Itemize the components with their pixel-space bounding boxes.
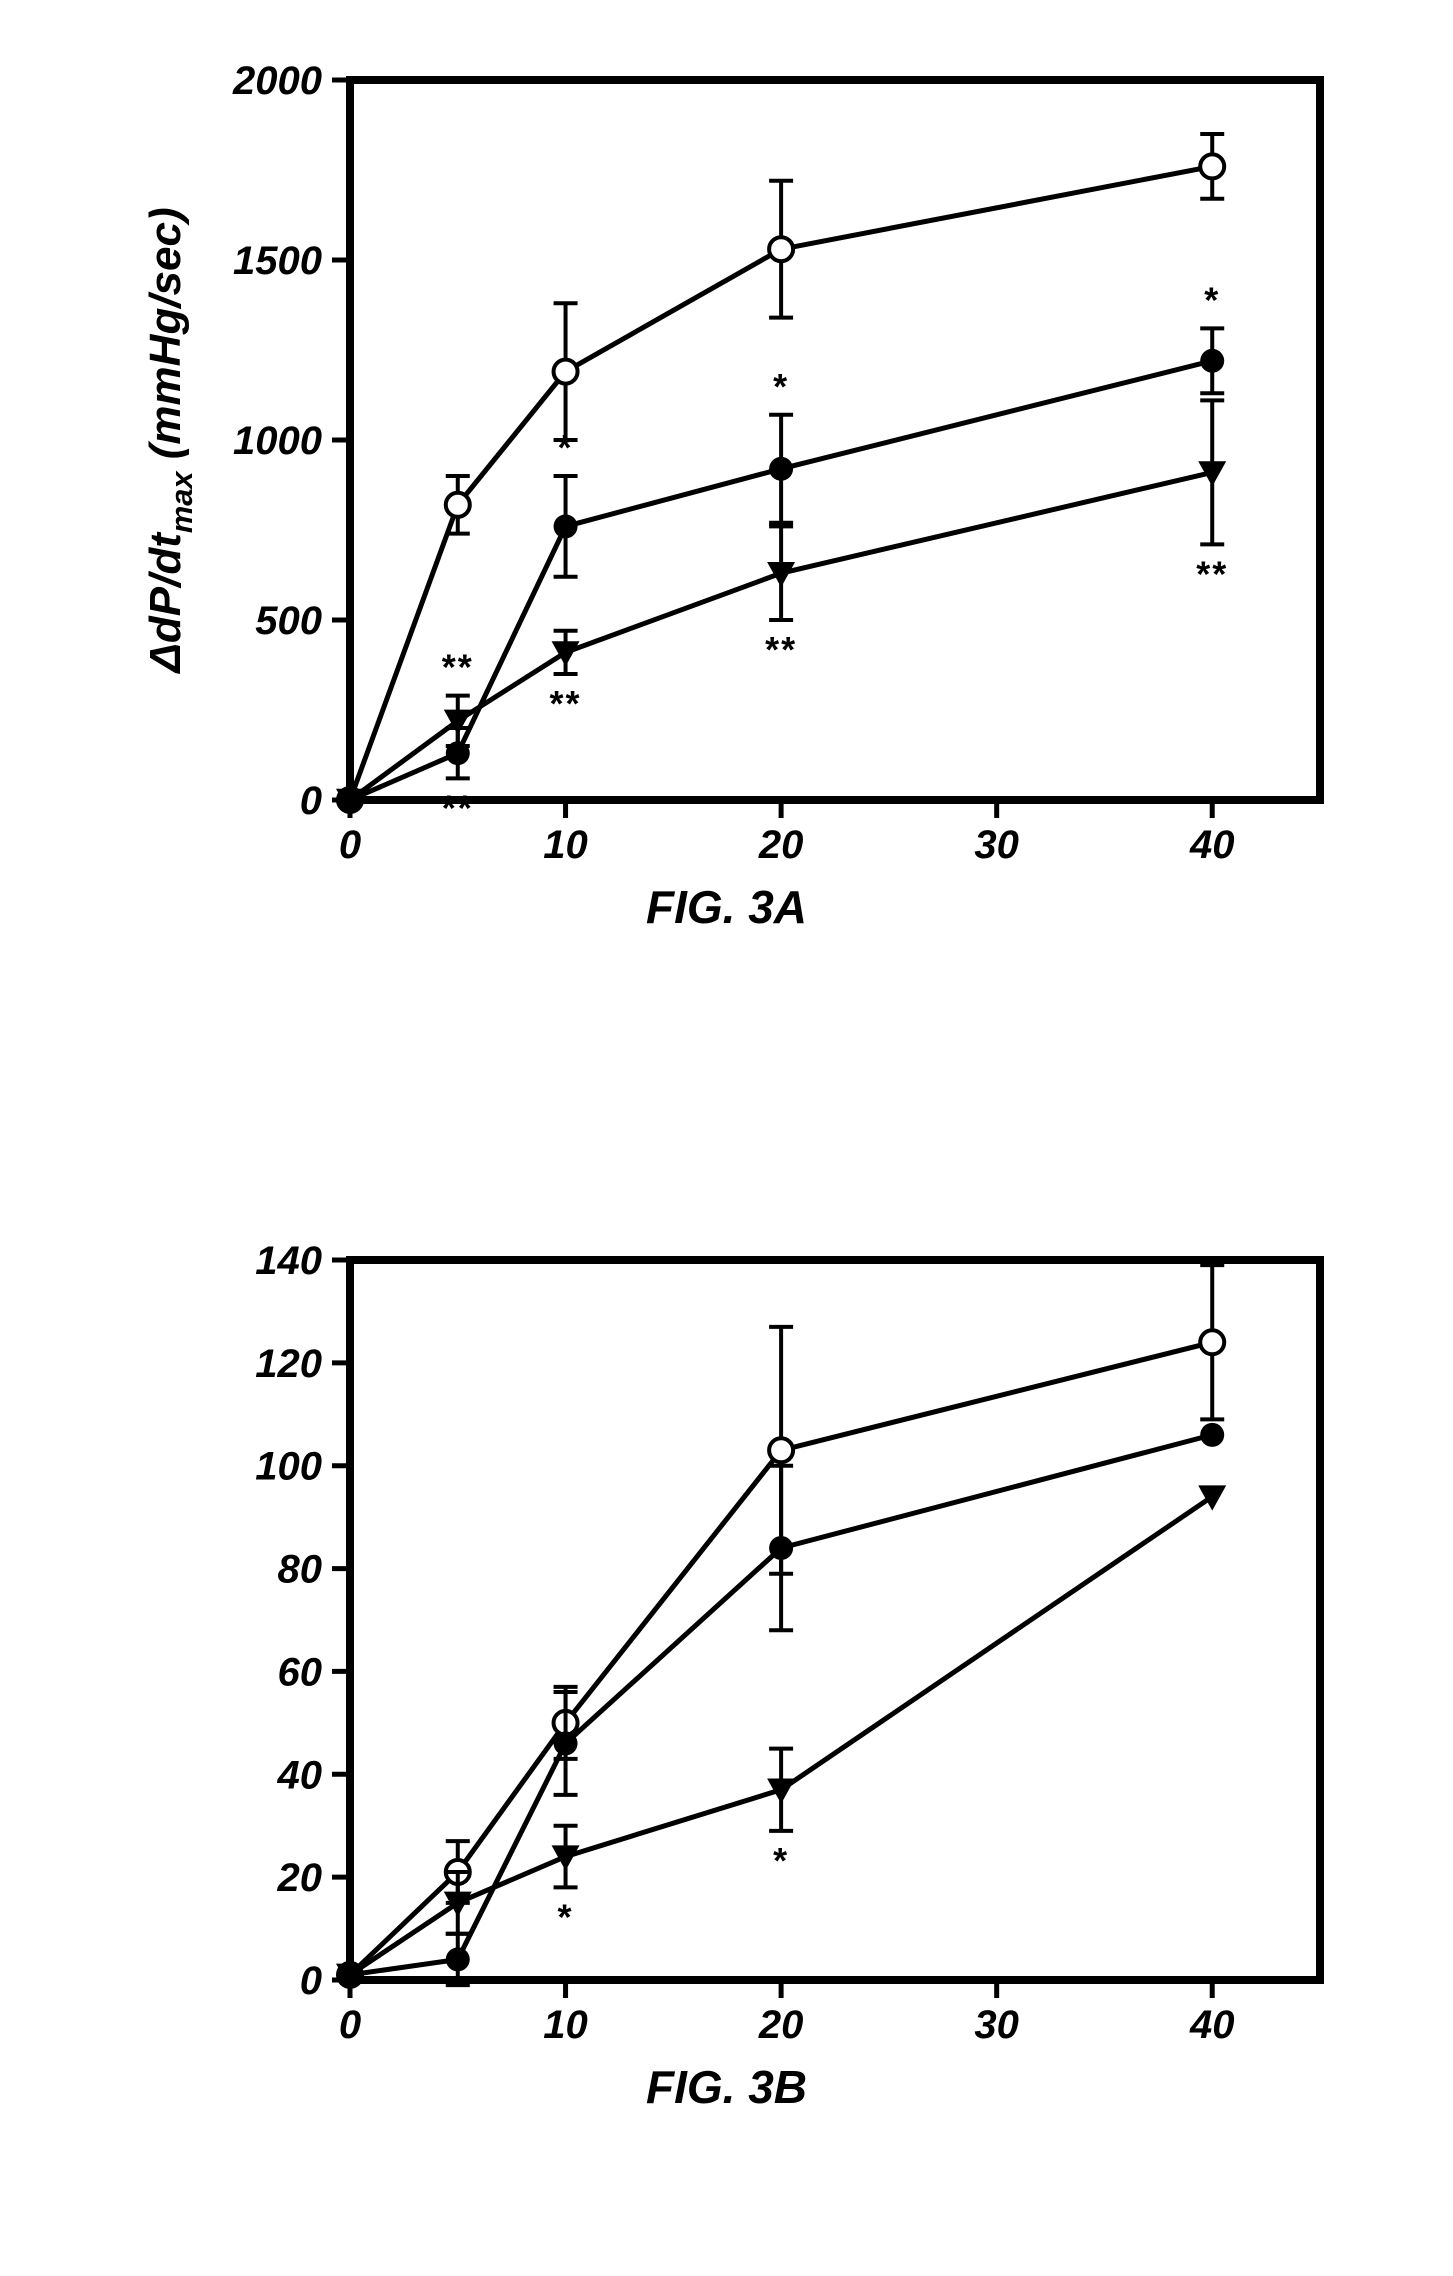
svg-text:*: * <box>773 1840 789 1881</box>
svg-text:40: 40 <box>277 1753 323 1797</box>
svg-text:40: 40 <box>1189 2003 1235 2047</box>
figure-3b-panel: 0 10 20 30 40 0 20 40 60 80 100 120 140 * * FIG. 3B <box>0 0 1453 2185</box>
svg-text:0: 0 <box>300 1959 322 2003</box>
svg-text:20: 20 <box>277 1856 323 1900</box>
svg-text:60: 60 <box>278 1650 323 1694</box>
svg-text:80: 80 <box>278 1548 323 1592</box>
svg-text:10: 10 <box>543 2003 588 2047</box>
svg-text:140: 140 <box>255 1239 322 1283</box>
figure-3b-svg: 0 10 20 30 40 0 20 40 60 80 100 120 140 * * <box>0 0 1453 2180</box>
svg-text:0: 0 <box>339 2003 361 2047</box>
svg-text:*: * <box>558 1896 574 1937</box>
svg-text:20: 20 <box>758 2003 804 2047</box>
svg-text:30: 30 <box>974 2003 1019 2047</box>
svg-text:100: 100 <box>255 1445 322 1489</box>
svg-text:120: 120 <box>255 1342 322 1386</box>
page: 0102030400500100015002000ΔdP/dtmax (mmHg… <box>0 0 1453 2276</box>
figure-3b-caption: FIG. 3B <box>0 2060 1453 2114</box>
